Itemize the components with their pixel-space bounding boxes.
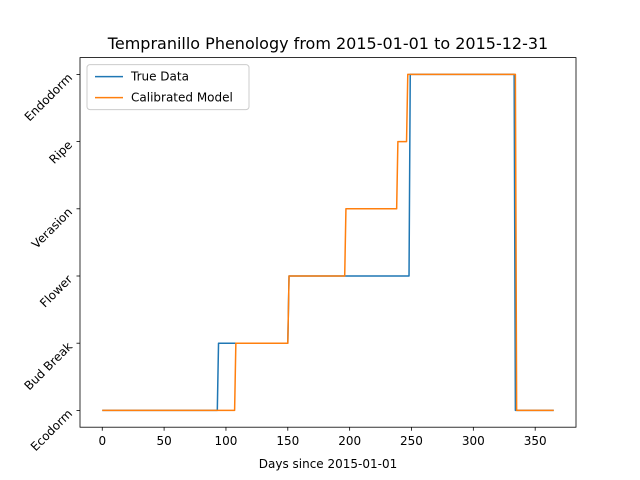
legend-entry-1: Calibrated Model xyxy=(131,91,233,105)
series-layer xyxy=(102,73,554,412)
x-tick-label: 0 xyxy=(98,434,106,448)
series-line-0 xyxy=(102,73,554,412)
y-tick-label: Endodorm xyxy=(22,71,75,124)
x-axis: 0 50 100 150 200 250 300 350 xyxy=(98,427,547,448)
plot-area xyxy=(80,57,576,428)
chart-title: Tempranillo Phenology from 2015-01-01 to… xyxy=(107,34,548,53)
legend: True Data Calibrated Model xyxy=(86,64,250,111)
y-tick-label: Bud Break xyxy=(21,339,75,393)
y-axis: Ecodorm Bud Break Flower Verasion Ripe Endodo… xyxy=(21,71,80,454)
x-tick-label: 50 xyxy=(156,434,171,448)
y-tick-label: Flower xyxy=(37,272,75,310)
x-tick-label: 200 xyxy=(338,434,361,448)
x-tick-label: 250 xyxy=(400,434,423,448)
series-line-1 xyxy=(102,73,554,412)
y-tick-label: Ecodorm xyxy=(28,407,75,454)
plot-frame xyxy=(79,57,577,428)
x-tick-label: 350 xyxy=(524,434,547,448)
x-axis-label: Days since 2015-01-01 xyxy=(259,457,398,471)
legend-box xyxy=(86,64,250,111)
legend-entry-0: True Data xyxy=(130,70,189,84)
x-tick-label: 300 xyxy=(462,434,485,448)
x-tick-label: 100 xyxy=(215,434,238,448)
plot-border xyxy=(79,57,577,428)
y-tick-label: Verasion xyxy=(29,205,75,251)
x-tick-label: 150 xyxy=(276,434,299,448)
y-tick-label: Ripe xyxy=(46,138,75,167)
